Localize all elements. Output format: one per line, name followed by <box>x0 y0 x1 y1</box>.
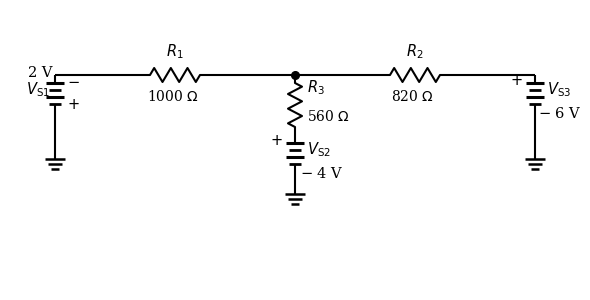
Text: $-$ 6 V: $-$ 6 V <box>538 106 582 121</box>
Text: $R_1$: $R_1$ <box>166 42 184 61</box>
Text: $+$: $+$ <box>67 98 80 112</box>
Text: 2 V: 2 V <box>28 66 53 80</box>
Text: $R_2$: $R_2$ <box>407 42 424 61</box>
Text: $-$: $-$ <box>67 74 80 88</box>
Text: $V_{\rm S1}$: $V_{\rm S1}$ <box>26 81 50 99</box>
Text: $R_3$: $R_3$ <box>307 78 324 97</box>
Text: $+$: $+$ <box>270 134 283 148</box>
Text: $V_{\rm S3}$: $V_{\rm S3}$ <box>547 81 571 99</box>
Text: $+$: $+$ <box>510 74 523 88</box>
Text: 820 $\Omega$: 820 $\Omega$ <box>392 89 434 104</box>
Text: 560 $\Omega$: 560 $\Omega$ <box>307 109 350 124</box>
Text: 1000 $\Omega$: 1000 $\Omega$ <box>147 89 199 104</box>
Text: $V_{\rm S2}$: $V_{\rm S2}$ <box>307 141 331 159</box>
Text: $-$ 4 V: $-$ 4 V <box>300 166 343 181</box>
